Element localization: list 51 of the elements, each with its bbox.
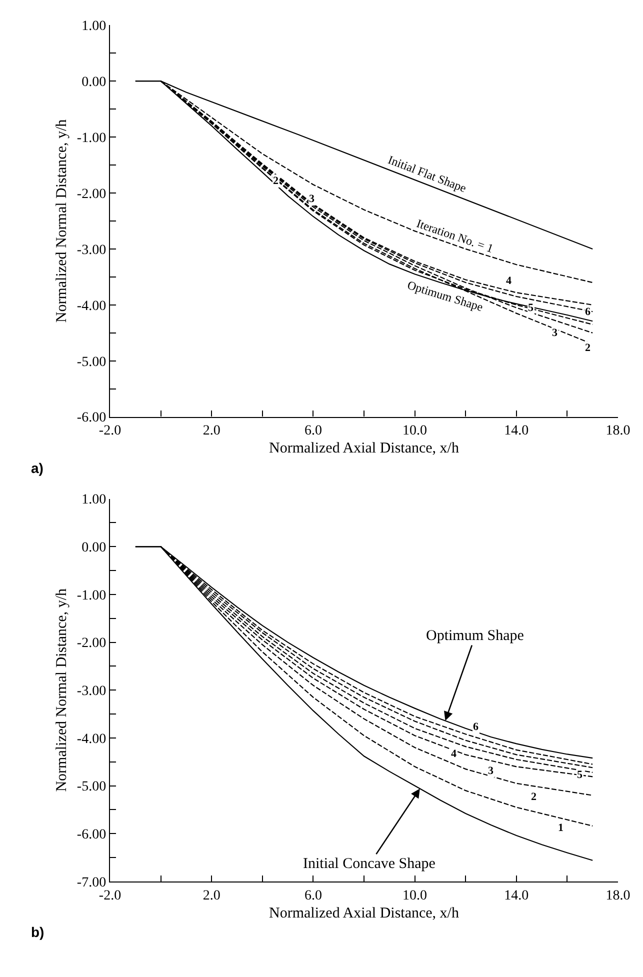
y-tick-label: -2.00 (76, 186, 106, 202)
x-tick-label: 10.0 (402, 424, 428, 439)
annotation: Initial Concave Shape (303, 856, 436, 872)
x-axis-title: Normalized Axial Distance, x/h (269, 440, 460, 457)
annotation: 3 (488, 765, 494, 777)
annotation: 2 (531, 791, 537, 803)
y-tick-label: -7.00 (76, 875, 106, 890)
annotation: 5 (577, 769, 583, 781)
y-tick-label: -1.00 (76, 588, 106, 604)
y-tick-label: 0.00 (82, 74, 106, 90)
y-tick-label: -3.00 (76, 242, 106, 258)
annotation: 4 (451, 748, 457, 760)
annotation: 2 (585, 342, 591, 354)
annotation: 1 (558, 822, 564, 834)
text: a) (31, 460, 44, 476)
y-tick-label: 0.00 (82, 540, 106, 556)
x-tick-label: 14.0 (504, 888, 529, 904)
y-tick-label: -5.00 (76, 354, 106, 370)
annotation: 3 (552, 327, 558, 339)
x-tick-label: 2.0 (202, 888, 220, 904)
annotation: 3 (309, 193, 315, 205)
x-axis-title: Normalized Axial Distance, x/h (269, 905, 460, 922)
x-tick-label: 6.0 (304, 888, 322, 904)
x-tick-label: 18.0 (606, 888, 630, 904)
y-tick-label: -3.00 (76, 684, 106, 700)
annotation: 5 (528, 302, 534, 314)
x-tick-label: 6.0 (304, 424, 322, 439)
annotation: Initial Flat Shape (386, 152, 468, 196)
y-axis-title: Normalized Normal Distance, y/h (54, 118, 70, 323)
text: b) (31, 924, 44, 940)
y-tick-label: -1.00 (76, 130, 106, 146)
x-tick-label: -2.0 (98, 888, 122, 904)
y-tick-label: -4.00 (76, 298, 106, 314)
y-tick-label: -4.00 (76, 732, 106, 747)
y-tick-label: -5.00 (76, 780, 106, 795)
annotation: Optimum Shape (426, 628, 524, 644)
annotation: 6 (473, 721, 479, 733)
y-tick-label: -6.00 (76, 828, 106, 843)
annotation: 4 (506, 275, 512, 287)
annotation: 2 (273, 175, 279, 187)
y-tick-label: -2.00 (76, 636, 106, 652)
x-tick-label: 2.0 (202, 424, 220, 439)
y-tick-label: 1.00 (82, 492, 106, 508)
x-tick-label: 18.0 (606, 424, 630, 439)
x-tick-label: -2.0 (98, 424, 122, 439)
annotation: 6 (585, 306, 591, 318)
x-tick-label: 10.0 (402, 888, 428, 904)
x-tick-label: 14.0 (504, 424, 529, 439)
y-tick-label: -6.00 (76, 410, 106, 426)
y-tick-label: 1.00 (82, 19, 106, 34)
y-axis-title: Normalized Normal Distance, y/h (54, 588, 70, 792)
